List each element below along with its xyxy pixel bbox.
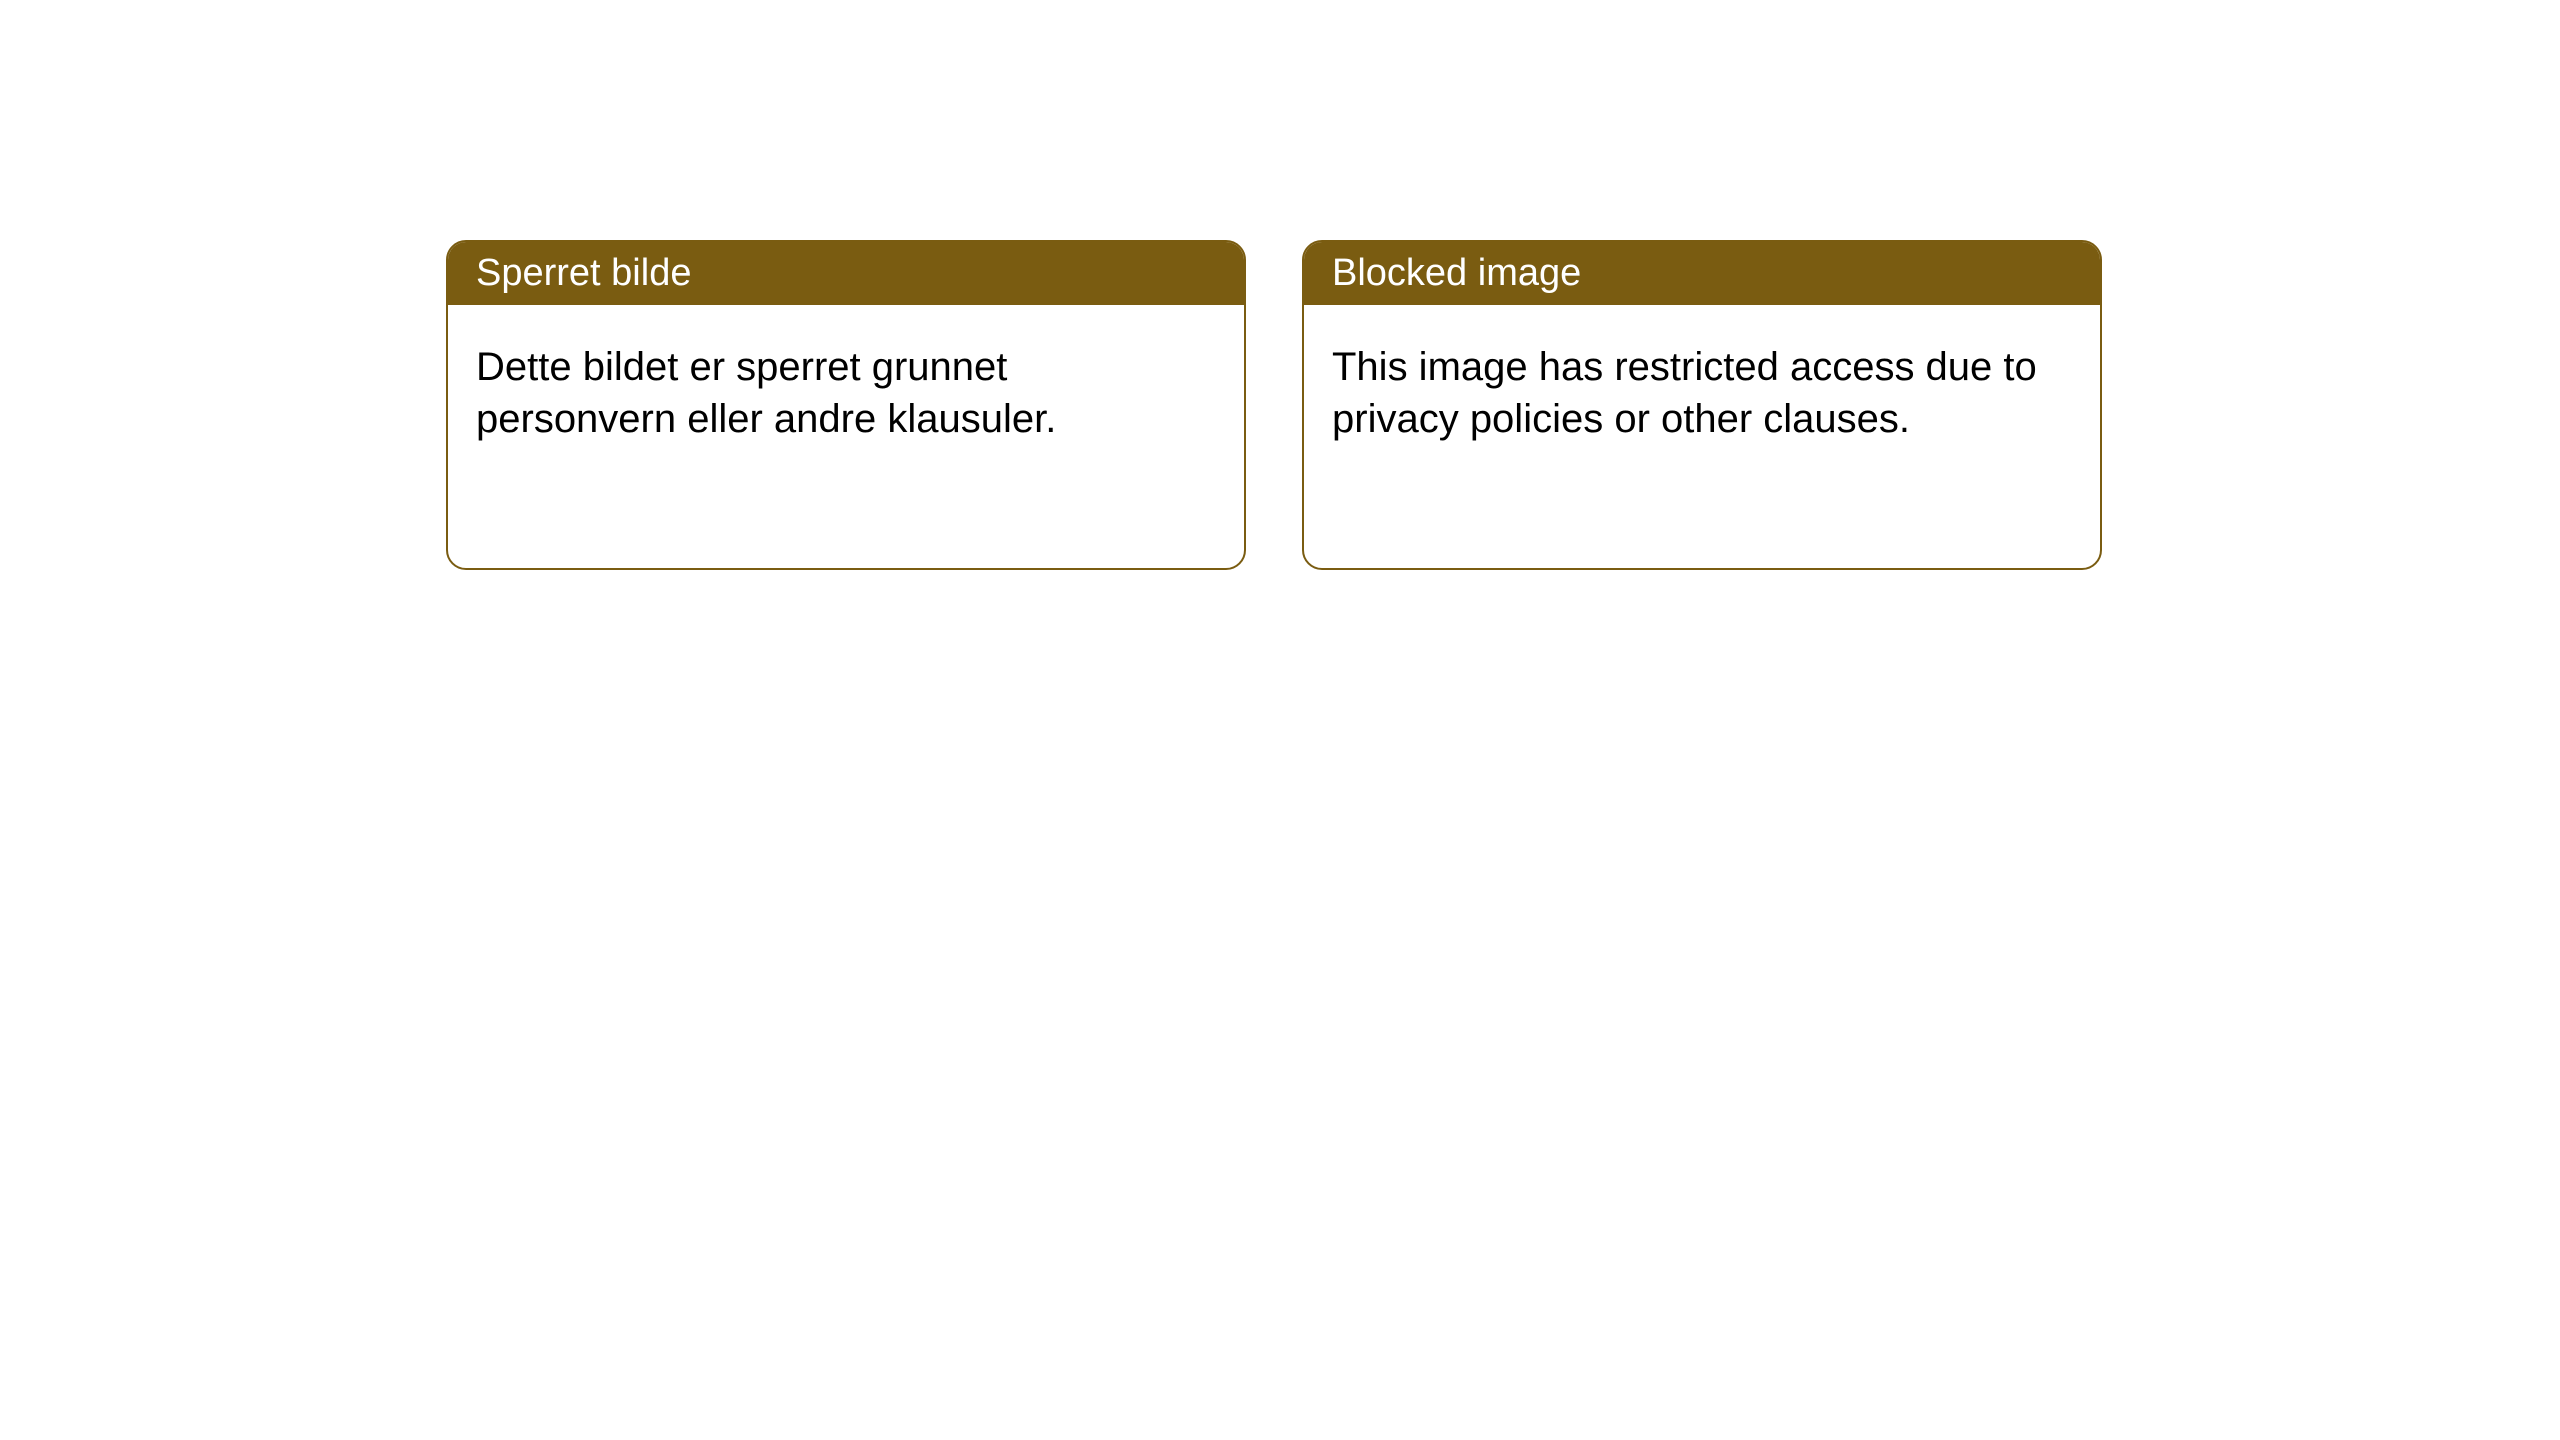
card-body: This image has restricted access due to … [1304,305,2100,481]
card-title: Sperret bilde [476,252,691,294]
notice-card-english: Blocked image This image has restricted … [1302,240,2102,570]
card-body-text: Dette bildet er sperret grunnet personve… [476,345,1056,441]
card-body-text: This image has restricted access due to … [1332,345,2037,441]
notice-cards-container: Sperret bilde Dette bildet er sperret gr… [446,240,2102,570]
card-title: Blocked image [1332,252,1581,294]
notice-card-norwegian: Sperret bilde Dette bildet er sperret gr… [446,240,1246,570]
card-body: Dette bildet er sperret grunnet personve… [448,305,1244,481]
card-header: Sperret bilde [448,242,1244,305]
card-header: Blocked image [1304,242,2100,305]
